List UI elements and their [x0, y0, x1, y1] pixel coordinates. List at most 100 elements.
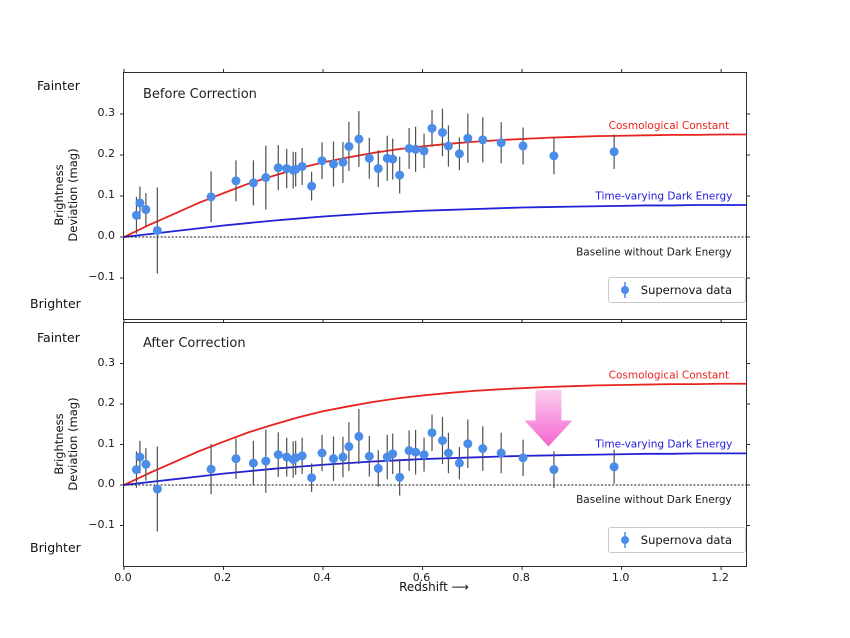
- supernova-data-point: [373, 164, 383, 174]
- legend-label-before: Supernova data: [640, 283, 732, 297]
- supernova-data-point: [496, 448, 506, 458]
- supernova-data-point: [609, 462, 619, 472]
- supernova-data-point: [478, 135, 488, 145]
- supernova-data-point: [338, 157, 348, 167]
- supernova-data-point: [518, 141, 528, 151]
- plot-svg-before: Cosmological Constant Time-varying Dark E…: [120, 69, 750, 323]
- supernova-data-point: [373, 463, 383, 473]
- supernova-data-point: [411, 144, 421, 154]
- supernova-data-point: [411, 447, 421, 457]
- supernova-data-point: [273, 450, 283, 460]
- supernova-data-point: [443, 141, 453, 151]
- supernova-data-point: [388, 154, 398, 164]
- supernova-data-point: [135, 452, 145, 462]
- supernova-data-point: [231, 454, 241, 464]
- curve-label: Baseline without Dark Energy: [576, 246, 732, 258]
- supernova-data-point: [463, 439, 473, 449]
- y-tick-label: 0.0: [97, 229, 116, 242]
- supernova-data-point: [609, 147, 619, 157]
- x-tick-label: 0.0: [114, 571, 132, 584]
- supernova-data-point: [248, 458, 258, 468]
- supernova-data-point: [297, 451, 307, 461]
- plot-svg-after: Cosmological Constant Time-varying Dark E…: [120, 319, 750, 570]
- x-tick-label: 1.2: [711, 571, 729, 584]
- supernova-data-point: [427, 123, 437, 133]
- supernova-data-point: [317, 156, 327, 166]
- supernova-data-point: [273, 163, 283, 173]
- curve-label: Cosmological Constant: [609, 369, 729, 381]
- curve-label: Time-varying Dark Energy: [594, 439, 732, 451]
- legend-before: Supernova data: [607, 277, 746, 303]
- supernova-data-point: [135, 198, 145, 208]
- supernova-data-point: [141, 459, 151, 469]
- supernova-data-point: [454, 149, 464, 159]
- supernova-data-point: [518, 453, 528, 463]
- supernova-data-point: [354, 134, 364, 144]
- x-axis-label: Redshift ⟶: [399, 580, 469, 594]
- legend-label-after: Supernova data: [640, 533, 732, 547]
- supernova-data-point: [454, 458, 464, 468]
- y-axis-label-after: Brightness Deviation (mag): [52, 397, 80, 491]
- x-tick-label: 0.2: [213, 571, 232, 584]
- supernova-data-point: [344, 442, 354, 452]
- supernova-data-point: [437, 127, 447, 137]
- errorbar-point-icon: [620, 282, 629, 298]
- supernova-data-point: [478, 444, 488, 454]
- supernova-data-point: [248, 178, 258, 188]
- cosmological-constant-curve: [123, 382, 747, 486]
- panel-title-before: Before Correction: [143, 87, 257, 102]
- supernova-data-point: [463, 133, 473, 143]
- supernova-data-point: [317, 448, 327, 458]
- supernova-data-point: [549, 465, 559, 475]
- supernova-data-point: [395, 472, 405, 482]
- fainter-label-after: Fainter: [37, 330, 80, 345]
- supernova-data-point: [364, 451, 374, 461]
- supernova-data-point: [388, 449, 398, 459]
- supernova-data-point: [427, 428, 437, 438]
- supernova-data-point: [437, 435, 447, 445]
- x-tick-label: 0.4: [313, 571, 331, 584]
- panel-after: Cosmological Constant Time-varying Dark E…: [120, 319, 750, 570]
- correction-down-arrow: [524, 389, 573, 447]
- y-axis-label-before: Brightness Deviation (mag): [52, 148, 80, 242]
- supernova-data-point: [152, 225, 162, 235]
- supernova-data-point: [261, 456, 271, 466]
- supernova-data-point: [141, 205, 151, 215]
- supernova-data-point: [152, 484, 162, 494]
- supernova-data-point: [328, 159, 338, 169]
- y-tick-label: −0.1: [88, 517, 115, 531]
- time-varying-dark-energy-curve: [123, 452, 747, 486]
- panel-before: Cosmological Constant Time-varying Dark E…: [120, 69, 750, 323]
- y-tick-label: 0.3: [97, 355, 116, 369]
- x-tick-label: 0.8: [512, 571, 530, 584]
- brighter-label-before: Brighter: [30, 296, 81, 311]
- supernova-data-point: [443, 448, 453, 458]
- y-tick-label: 0.2: [97, 396, 116, 409]
- supernova-data-point: [549, 151, 559, 161]
- y-tick-label: 0.2: [97, 147, 116, 160]
- x-tick-label: 1.0: [611, 571, 630, 584]
- supernova-data-point: [395, 170, 405, 180]
- supernova-data-point: [231, 176, 241, 186]
- supernova-data-point: [297, 161, 307, 171]
- supernova-data-point: [328, 454, 338, 464]
- supernova-data-point: [307, 473, 317, 483]
- fainter-label-before: Fainter: [37, 78, 80, 93]
- supernova-data-point: [206, 464, 216, 474]
- supernova-data-point: [354, 431, 364, 441]
- panel-title-after: After Correction: [143, 336, 246, 351]
- supernova-data-point: [364, 153, 374, 163]
- supernova-data-point: [338, 452, 348, 462]
- y-tick-label: 0.1: [97, 436, 116, 450]
- y-tick-label: −0.1: [88, 270, 115, 283]
- x-tick-label: 0.6: [412, 571, 431, 584]
- supernova-data-point: [131, 210, 141, 220]
- supernova-data-point: [496, 138, 506, 148]
- curve-label: Time-varying Dark Energy: [594, 190, 732, 202]
- errorbar-point-icon: [620, 532, 629, 548]
- brighter-label-after: Brighter: [30, 540, 81, 555]
- time-varying-dark-energy-curve: [123, 204, 747, 238]
- supernova-data-point: [206, 192, 216, 202]
- supernova-data-point: [307, 181, 317, 191]
